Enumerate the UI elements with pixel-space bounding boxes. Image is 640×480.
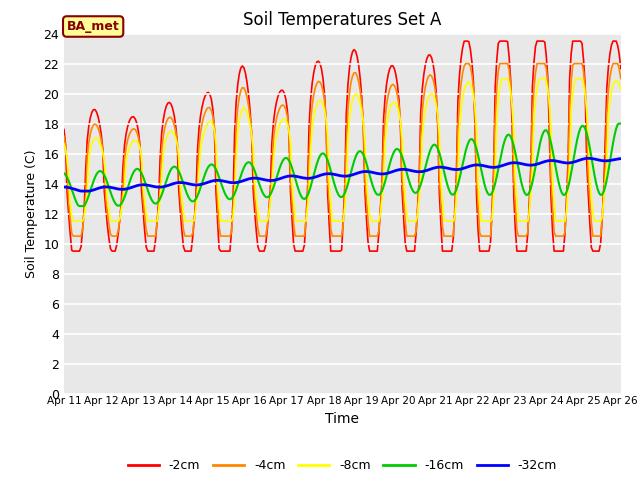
X-axis label: Time: Time [325,412,360,426]
Legend: -2cm, -4cm, -8cm, -16cm, -32cm: -2cm, -4cm, -8cm, -16cm, -32cm [123,455,562,477]
Title: Soil Temperatures Set A: Soil Temperatures Set A [243,11,442,29]
Text: BA_met: BA_met [67,20,120,33]
Y-axis label: Soil Temperature (C): Soil Temperature (C) [25,149,38,278]
